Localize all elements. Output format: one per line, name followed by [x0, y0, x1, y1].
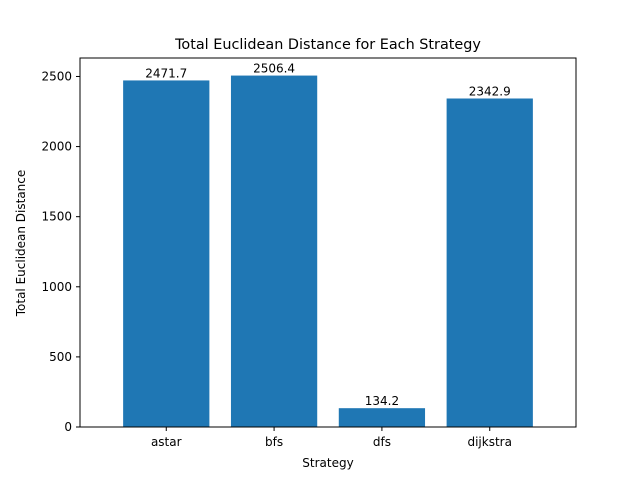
y-tick-label-2000: 2000 [41, 140, 72, 154]
y-tick-label-500: 500 [49, 350, 72, 364]
value-label-dijkstra: 2342.9 [469, 84, 511, 98]
y-tick-label-2500: 2500 [41, 69, 72, 83]
value-label-astar: 2471.7 [145, 66, 187, 80]
y-axis: 0 500 1000 1500 2000 2500 [41, 69, 80, 434]
bar-astar [123, 80, 210, 427]
bar-dfs [338, 408, 426, 427]
chart-title: Total Euclidean Distance for Each Strate… [174, 37, 481, 53]
bar-dijkstra [446, 98, 533, 428]
x-tick-label-dijkstra: dijkstra [467, 435, 511, 449]
x-tick-label-dfs: dfs [373, 435, 391, 449]
y-tick-label-0: 0 [64, 420, 72, 434]
y-tick-label-1500: 1500 [41, 210, 72, 224]
bars-group [123, 75, 533, 428]
y-tick-label-1000: 1000 [41, 280, 72, 294]
value-labels-group: 2471.7 2506.4 134.2 2342.9 [145, 62, 510, 409]
y-axis-label: Total Euclidean Distance [14, 170, 28, 318]
value-label-bfs: 2506.4 [253, 62, 295, 76]
x-axis: astar bfs dfs dijkstra [151, 427, 512, 449]
bar-bfs [230, 75, 318, 428]
value-label-dfs: 134.2 [365, 394, 399, 408]
plot-frame [79, 57, 577, 428]
x-tick-label-astar: astar [151, 435, 182, 449]
x-tick-label-bfs: bfs [265, 435, 283, 449]
x-axis-label: Strategy [302, 456, 353, 470]
